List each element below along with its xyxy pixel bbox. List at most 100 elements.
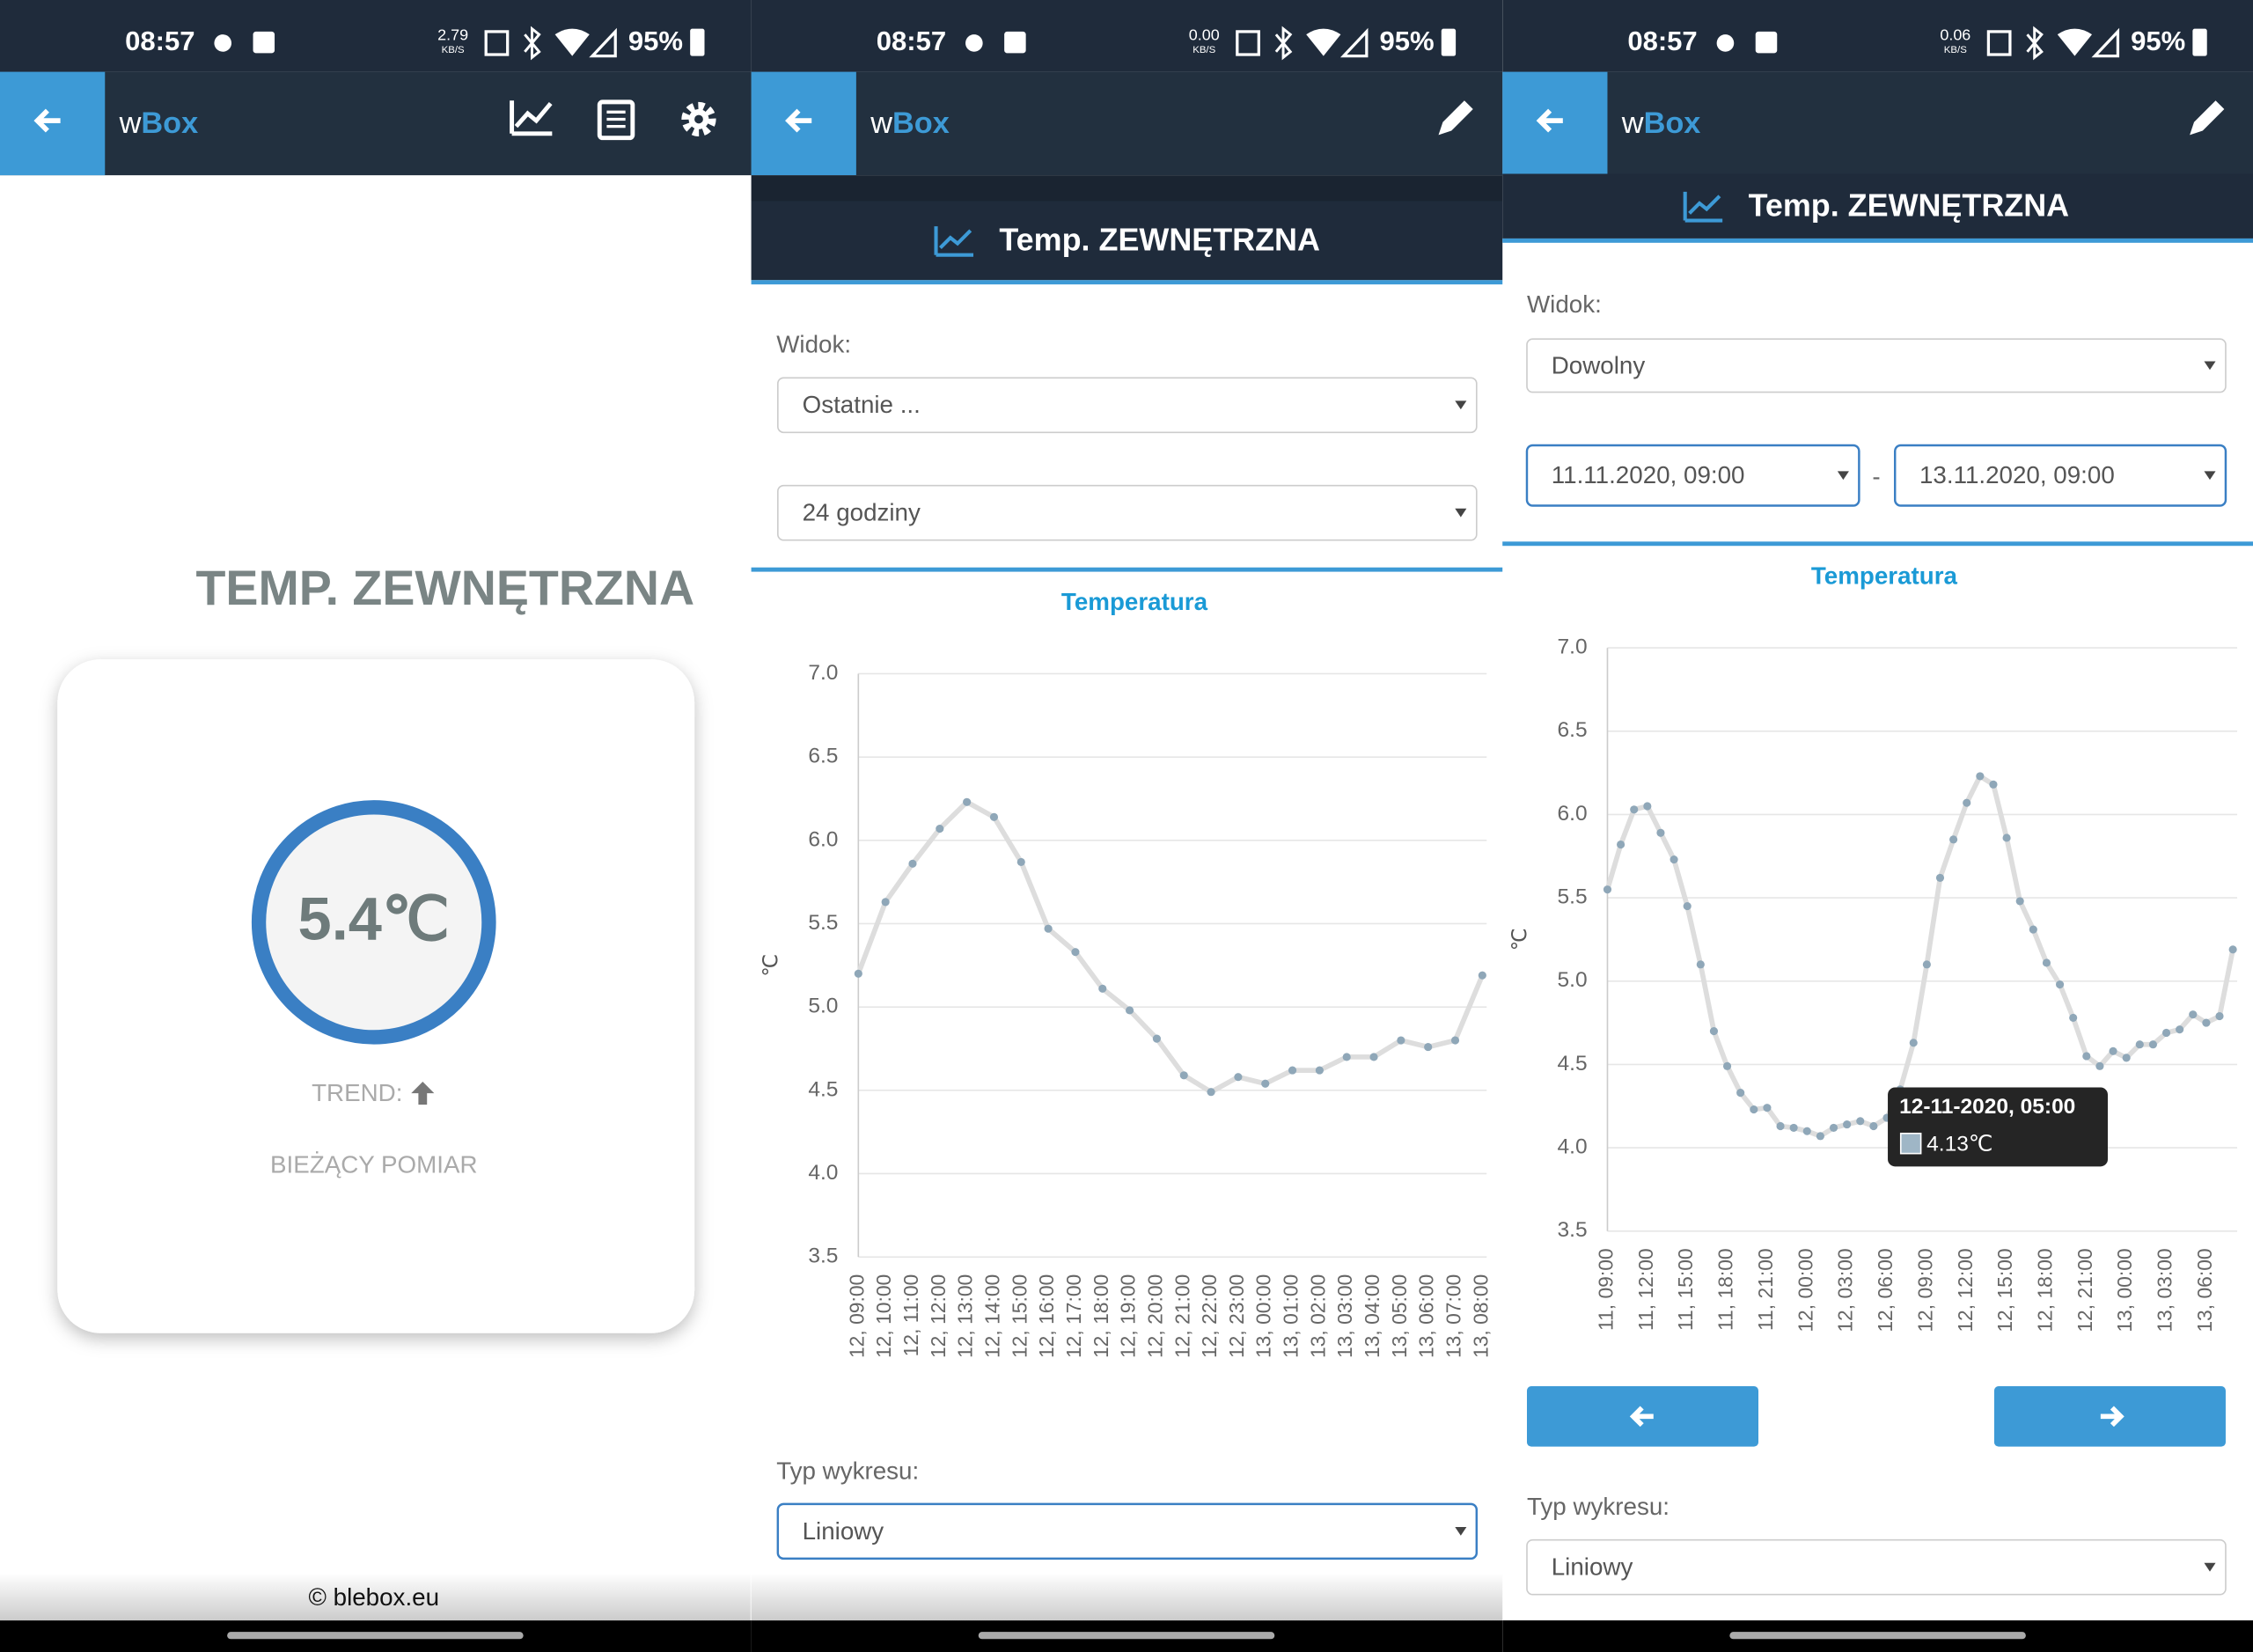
x-tick-label: 12, 13:00 [954,1274,977,1358]
data-point [2015,897,2024,906]
x-tick-label: 13, 02:00 [1306,1274,1329,1358]
data-point [854,969,862,978]
x-tick-label: 12, 11:00 [899,1274,922,1357]
tooltip-title: 12-11-2020, 05:00 [1899,1095,2075,1119]
app-title-name: Box [141,106,198,140]
data-point [1342,1053,1351,1061]
y-tick-label: 6.5 [808,745,838,768]
data-point [1816,1132,1824,1141]
edit-icon[interactable] [2190,100,2225,136]
y-tick-label: 4.5 [1558,1052,1588,1076]
data-point [2109,1046,2117,1055]
log-icon-lines [606,110,626,128]
y-tick-label: 3.5 [808,1245,838,1268]
type-select [776,1502,1479,1560]
y-tick-label: 4.0 [808,1161,838,1185]
log-icon[interactable] [597,99,635,141]
x-tick-label: 12, 19:00 [1117,1274,1140,1358]
data-point [1963,798,1971,807]
back-icon [785,108,812,133]
x-tick-label: 12, 12:00 [1954,1248,1977,1332]
data-point [1234,1073,1243,1082]
data-point [2055,980,2065,989]
back-button[interactable] [751,71,856,176]
x-tick-label: 12, 12:00 [927,1274,950,1358]
data-point [1670,855,1678,864]
data-point [1722,1061,1732,1070]
back-button[interactable] [0,71,106,176]
dropdown-arrow [2204,1562,2216,1572]
data-point [1179,1071,1188,1080]
range-separator: - [1872,463,1880,490]
status-icon [1986,30,2012,56]
x-tick-label: 13, 04:00 [1361,1274,1383,1358]
y-tick-label: 5.5 [808,911,838,935]
data-line [855,799,1485,1095]
x-tick-label: 13, 03:00 [1333,1274,1356,1358]
status-icon [1441,28,1457,56]
status-speed: 2.79 [437,26,468,44]
type-select [1526,1538,2227,1596]
x-tick-label: 13, 00:00 [2113,1248,2136,1332]
tooltip [1888,1087,2108,1167]
y-tick-label: 3.5 [1558,1218,1588,1242]
data-point [1643,802,1652,811]
data-point [1843,1120,1852,1129]
status-icon [524,26,541,61]
x-tick-label: 12, 18:00 [2033,1248,2056,1332]
view-select-text: Dowolny [1552,351,1646,378]
settings-icon[interactable] [681,101,716,137]
x-tick-label: 12, 20:00 [1143,1274,1166,1358]
data-point [1829,1123,1838,1132]
sensor-heading: TEMP. ZEWNĘTRZNA [195,561,694,615]
status-battery: 95% [628,26,683,56]
data-point [1288,1066,1297,1075]
status-bar [0,0,752,72]
x-tick-label: 12, 17:00 [1062,1274,1085,1358]
header-gap [751,175,1503,202]
data-point [1397,1036,1405,1045]
to-select-text: 13.11.2020, 09:00 [1919,461,2115,488]
range-select-text: 24 godziny [803,499,921,526]
app-title-name: Box [1644,106,1701,140]
section-title: Temp. ZEWNĘTRZNA [999,222,1320,258]
data-point [2189,1010,2198,1019]
app-title-prefix: w [870,106,892,140]
data-point [2148,1040,2157,1049]
type-label: Typ wykresu: [776,1457,919,1484]
data-point [2082,1052,2091,1061]
view-select [1526,338,2227,393]
x-tick-label: 13, 01:00 [1280,1274,1303,1358]
data-point [1315,1066,1324,1075]
back-button[interactable] [1502,71,1608,176]
status-icon [1306,28,1341,56]
data-point [1989,780,1998,789]
chart-icon[interactable] [510,100,553,136]
dropdown-arrow [1455,1527,1467,1536]
chart-title: Temperatura [1811,562,1958,589]
y-tick-label: 6.0 [808,827,838,851]
x-tick-label: 12, 18:00 [1090,1274,1112,1358]
data-point [1976,772,1985,781]
data-point [2069,1013,2078,1022]
x-tick-label: 12, 14:00 [980,1274,1003,1358]
data-point [1656,828,1665,837]
tooltip-swatch [1899,1132,1922,1155]
footer-fade [751,1573,1503,1621]
data-point [1856,1117,1865,1126]
app-title: wBox [119,106,199,140]
edit-icon[interactable] [1438,100,1473,136]
data-point [1922,960,1931,969]
status-icon [1004,31,1026,54]
section-header [1502,173,2253,239]
data-point [1478,971,1486,980]
tooltip-text: 4.13℃ [1926,1132,1992,1156]
y-tick-label: 4.5 [808,1077,838,1101]
status-battery: 95% [1380,26,1435,56]
x-tick-label: 12, 00:00 [1794,1248,1816,1332]
footer-fade [0,1573,751,1621]
app-title-name: Box [892,106,950,140]
data-point [1098,984,1107,993]
status-icon [589,27,617,58]
data-point [2135,1040,2144,1049]
